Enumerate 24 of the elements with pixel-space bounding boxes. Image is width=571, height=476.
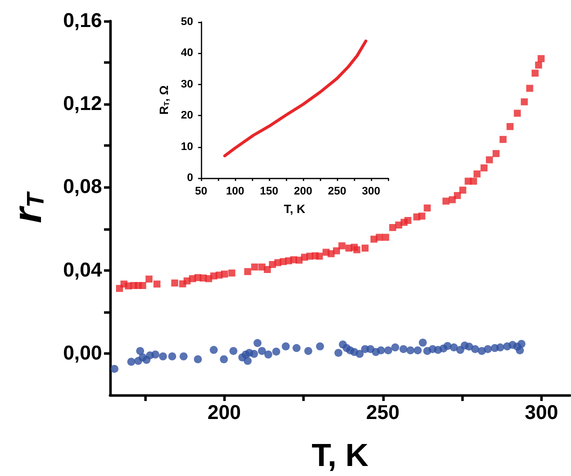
x-tick-label: 200 bbox=[294, 186, 312, 198]
x-tick-label: 250 bbox=[366, 402, 400, 424]
y-tick-label: 0 bbox=[187, 172, 194, 184]
y-tick-label: 0,12 bbox=[63, 93, 102, 116]
x-tick-label: 100 bbox=[226, 186, 244, 198]
y-tick-label: 0,08 bbox=[63, 176, 102, 198]
x-axis-title: T, K bbox=[312, 437, 368, 473]
y-tick-label: 0,00 bbox=[63, 342, 102, 364]
x-tick-label: 200 bbox=[208, 402, 241, 424]
y-tick-label: 0,16 bbox=[63, 10, 102, 32]
x-tick-label: 300 bbox=[524, 402, 558, 424]
x-axis-title: T, K bbox=[284, 202, 306, 216]
y-tick-label: 50 bbox=[180, 16, 194, 28]
y-tick-label: 30 bbox=[180, 78, 194, 90]
y-tick-label: 10 bbox=[180, 140, 194, 153]
x-tick-label: 50 bbox=[195, 186, 208, 198]
line-series bbox=[223, 40, 368, 158]
x-tick-label: 250 bbox=[328, 186, 346, 198]
x-tick-label: 150 bbox=[260, 186, 278, 198]
y-tick-label: 20 bbox=[180, 110, 194, 122]
x-tick-label: 300 bbox=[362, 186, 380, 198]
y-tick-label: 0,04 bbox=[63, 259, 103, 282]
y-axis-title: rT bbox=[6, 190, 50, 224]
y-tick-label: 40 bbox=[180, 47, 194, 60]
